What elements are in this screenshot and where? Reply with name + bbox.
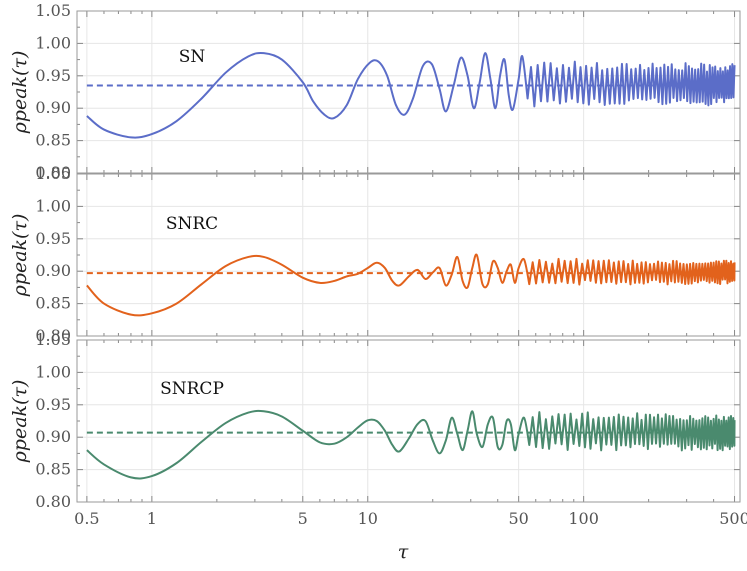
panel-frame xyxy=(76,10,741,174)
x-tick-label: 5 xyxy=(298,509,308,528)
x-tick-label: 1 xyxy=(147,509,157,528)
y-axis-title: ρpeak(τ) xyxy=(9,380,31,464)
y-tick-label: 0.80 xyxy=(35,326,71,345)
y-tick-label: 0.95 xyxy=(35,395,71,414)
y-tick-label: 0.80 xyxy=(35,163,71,182)
x-tick-label: 500 xyxy=(719,509,747,528)
panel-frame xyxy=(76,339,741,503)
panel-label: SNRCP xyxy=(160,379,224,399)
x-tick-label: 50 xyxy=(508,509,528,528)
y-tick-label: 0.85 xyxy=(35,131,71,150)
series-line-sn xyxy=(86,51,736,139)
y-tick-label: 1.00 xyxy=(35,33,71,52)
y-tick-label: 0.90 xyxy=(35,98,71,117)
panel-label: SN xyxy=(179,47,206,67)
panel-frame xyxy=(76,173,741,337)
y-axis-title: ρpeak(τ) xyxy=(9,214,31,298)
y-tick-label: 1.05 xyxy=(35,164,71,183)
y-tick-label: 0.85 xyxy=(35,294,71,313)
panel-sn: 0.80 0.85 0.90 0.95 1.00 1.05 SN ρpeak(τ) xyxy=(9,1,741,182)
x-tick-label: 100 xyxy=(568,509,599,528)
series-line-snrc xyxy=(86,253,736,317)
panels-layer: 0.800.850.900.951.001.05SNρpeak(τ)0.800.… xyxy=(9,1,747,528)
y-tick-label: 0.95 xyxy=(35,66,71,85)
series-line-snrcp xyxy=(86,409,736,480)
x-tick-label: 10 xyxy=(358,509,378,528)
y-tick-label: 1.05 xyxy=(35,330,71,349)
y-tick-label: 0.90 xyxy=(35,261,71,280)
y-axis-title: ρpeak(τ) xyxy=(9,51,31,135)
x-axis-title: τ xyxy=(398,541,409,563)
y-tick-label: 0.80 xyxy=(35,492,71,511)
panel-snrc: 0.80 0.85 0.90 0.95 1.00 1.05 SNRC ρpeak(τ) xyxy=(9,164,741,345)
y-tick-label: 1.05 xyxy=(35,1,71,20)
y-tick-label: 0.90 xyxy=(35,427,71,446)
y-tick-label: 1.00 xyxy=(35,196,71,215)
panel-label: SNRC xyxy=(166,214,218,234)
y-tick-label: 1.00 xyxy=(35,362,71,381)
y-tick-label: 0.85 xyxy=(35,460,71,479)
x-tick-label: 0.5 xyxy=(74,509,99,528)
y-tick-label: 0.95 xyxy=(35,229,71,248)
panel-snrcp: 0.80 0.85 0.90 0.95 1.00 1.05 SNRCP ρpeak(τ) xyxy=(9,330,741,511)
